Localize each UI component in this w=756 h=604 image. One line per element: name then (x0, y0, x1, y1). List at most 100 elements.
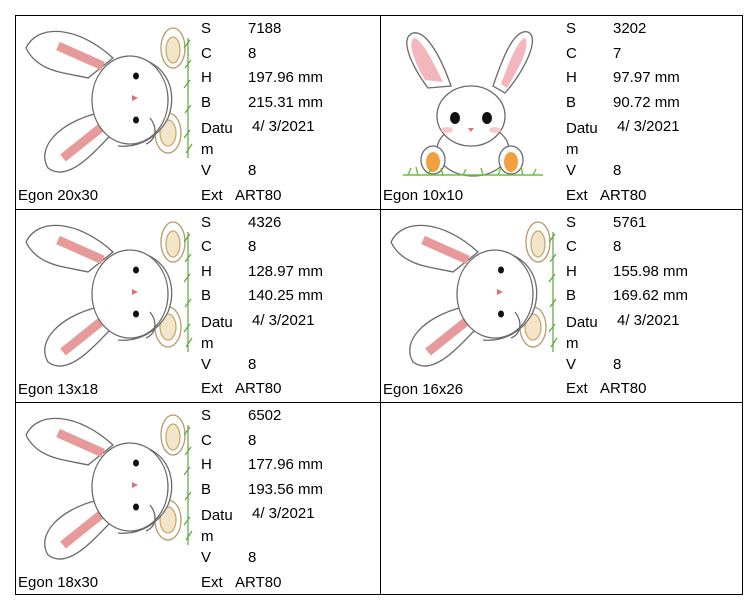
info-row-ext: Ext ART80 (201, 574, 377, 599)
info-value-h: 155.98 mm (613, 262, 689, 280)
info-value-datum: 4/ 3/2021 (617, 118, 680, 136)
info-value-v: 8 (613, 355, 622, 373)
info-value-c: 8 (613, 238, 622, 256)
info-label-b: B (566, 93, 577, 111)
info-value-ext: ART80 (600, 380, 647, 398)
info-row-s: S 5761 (566, 214, 742, 239)
design-name: Egon 10x10 (383, 187, 464, 204)
design-info: S 3202 C 7 H 97.97 mm B 90.72 mm Datum 4/ 3/2021 V… (566, 20, 742, 212)
info-value-datum: 4/ 3/2021 (252, 311, 315, 329)
info-value-v: 8 (248, 549, 257, 567)
design-card[interactable]: Egon 18x30 S 6502 C 8 H 177.96 mm B 193.56 mm Dat… (16, 403, 379, 596)
info-value-ext: ART80 (235, 573, 282, 591)
info-row-datum: Datum 4/ 3/2021 (566, 312, 742, 356)
peeking-bunny-icon (18, 18, 196, 182)
info-row-b: B 90.72 mm (566, 94, 742, 119)
info-label-v: V (201, 162, 212, 180)
info-value-c: 7 (613, 44, 622, 62)
info-label-h: H (566, 69, 577, 87)
info-label-h: H (566, 262, 577, 280)
info-row-datum: Datum 4/ 3/2021 (201, 118, 377, 162)
peeking-bunny-icon (18, 405, 196, 569)
info-label-b: B (201, 93, 212, 111)
info-row-datum: Datum 4/ 3/2021 (566, 118, 742, 162)
info-label-b: B (201, 480, 212, 498)
info-value-b: 215.31 mm (248, 93, 324, 111)
info-row-h: H 97.97 mm (566, 69, 742, 94)
info-label-b: B (566, 287, 577, 305)
info-value-ext: ART80 (600, 186, 647, 204)
info-label-s: S (201, 213, 212, 231)
info-row-s: S 6502 (201, 407, 377, 432)
design-card[interactable]: Egon 10x10 S 3202 C 7 H 97.97 mm B 90.72 mm Datum… (381, 16, 744, 209)
design-card[interactable]: Egon 16x26 S 5761 C 8 H 155.98 mm B 169.62 mm Dat… (381, 210, 744, 403)
info-label-h: H (201, 456, 212, 474)
info-value-datum: 4/ 3/2021 (252, 505, 315, 523)
peeking-bunny-icon (383, 212, 561, 376)
design-card[interactable]: Egon 20x30 S 7188 C 8 H 197.96 mm B 215.31 mm Dat… (16, 16, 379, 209)
info-label-h: H (201, 262, 212, 280)
info-row-b: B 140.25 mm (201, 287, 377, 312)
info-row-s: S 3202 (566, 20, 742, 45)
info-label-s: S (566, 20, 577, 37)
info-label-datum: Datum (566, 120, 598, 159)
info-row-b: B 215.31 mm (201, 94, 377, 119)
info-value-c: 8 (248, 44, 257, 62)
info-label-s: S (566, 213, 577, 231)
info-label-ext: Ext (201, 573, 223, 591)
row-divider (16, 402, 743, 403)
info-value-datum: 4/ 3/2021 (252, 118, 315, 136)
design-name: Egon 13x18 (18, 380, 99, 398)
design-info: S 7188 C 8 H 197.96 mm B 215.31 mm Datum 4/ 3/202… (201, 20, 377, 212)
info-value-v: 8 (248, 355, 257, 373)
info-label-datum: Datum (566, 313, 598, 352)
info-value-b: 169.62 mm (613, 287, 689, 305)
info-value-s: 3202 (613, 20, 647, 37)
info-label-b: B (201, 287, 212, 305)
info-row-h: H 155.98 mm (566, 263, 742, 288)
info-label-v: V (566, 162, 577, 180)
info-value-s: 6502 (248, 407, 282, 424)
info-label-v: V (566, 355, 577, 373)
info-row-b: B 193.56 mm (201, 481, 377, 506)
info-value-h: 197.96 mm (248, 69, 324, 87)
info-label-ext: Ext (201, 186, 223, 204)
info-value-ext: ART80 (235, 186, 282, 204)
design-info: S 4326 C 8 H 128.97 mm B 140.25 mm Datum 4/ 3/202… (201, 214, 377, 406)
info-value-h: 128.97 mm (248, 262, 324, 280)
info-row-h: H 197.96 mm (201, 69, 377, 94)
info-value-s: 7188 (248, 20, 282, 37)
design-info: S 5761 C 8 H 155.98 mm B 169.62 mm Datum 4/ 3/202… (566, 214, 742, 406)
info-value-c: 8 (248, 431, 257, 449)
info-value-v: 8 (613, 162, 622, 180)
info-value-h: 177.96 mm (248, 456, 324, 474)
info-value-b: 193.56 mm (248, 480, 324, 498)
info-value-s: 5761 (613, 213, 647, 231)
info-label-c: C (201, 238, 212, 256)
info-label-v: V (201, 355, 212, 373)
info-value-b: 140.25 mm (248, 287, 324, 305)
info-label-s: S (201, 20, 212, 37)
info-value-ext: ART80 (235, 380, 282, 398)
info-label-h: H (201, 69, 212, 87)
info-row-b: B 169.62 mm (566, 287, 742, 312)
info-row-datum: Datum 4/ 3/2021 (201, 505, 377, 549)
info-row-h: H 177.96 mm (201, 456, 377, 481)
row-divider (16, 209, 743, 210)
design-card[interactable]: Egon 13x18 S 4326 C 8 H 128.97 mm B 140.25 mm Dat… (16, 210, 379, 403)
info-row-s: S 7188 (201, 20, 377, 45)
info-label-datum: Datum (201, 120, 233, 159)
info-row-ext: Ext ART80 (566, 380, 742, 405)
design-info: S 6502 C 8 H 177.96 mm B 193.56 mm Datum 4/ 3/202… (201, 407, 377, 599)
info-label-ext: Ext (201, 380, 223, 398)
info-label-v: V (201, 549, 212, 567)
peeking-bunny-icon (18, 212, 196, 376)
